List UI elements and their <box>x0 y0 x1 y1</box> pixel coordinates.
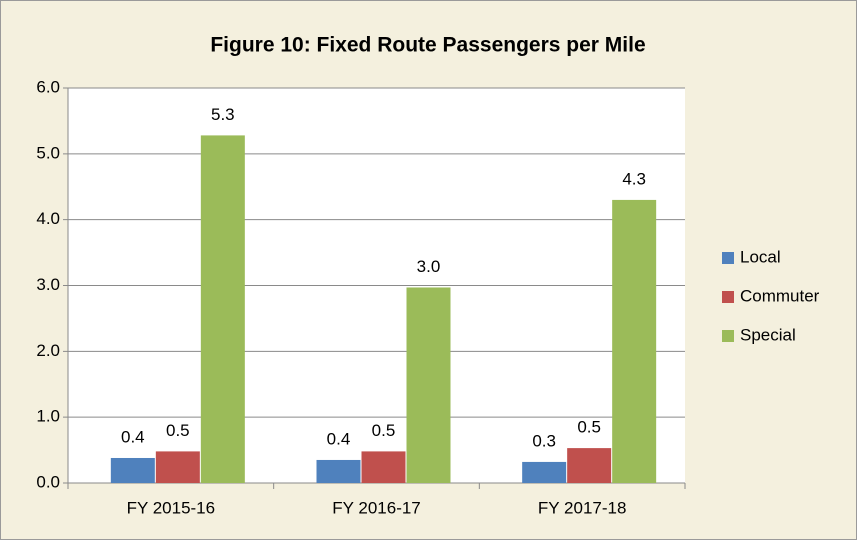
legend-label: Special <box>740 325 796 344</box>
bar <box>612 199 657 483</box>
data-label: 0.5 <box>372 421 396 440</box>
legend-swatch <box>722 291 734 303</box>
x-tick-label: FY 2017-18 <box>538 498 627 517</box>
data-label: 0.5 <box>577 418 601 437</box>
data-label: 0.5 <box>166 421 190 440</box>
bar <box>406 287 451 483</box>
bar <box>316 459 361 483</box>
y-tick-label: 1.0 <box>36 407 60 426</box>
y-tick-label: 4.0 <box>36 209 60 228</box>
bar <box>567 448 612 483</box>
bar <box>155 451 200 483</box>
data-label: 0.3 <box>532 431 556 450</box>
x-tick-label: FY 2015-16 <box>127 498 216 517</box>
chart-title: Figure 10: Fixed Route Passengers per Mi… <box>210 34 645 57</box>
legend-label: Local <box>740 247 781 266</box>
legend-label: Commuter <box>740 286 820 305</box>
bar <box>200 135 245 483</box>
y-tick-label: 0.0 <box>36 472 60 491</box>
y-tick-label: 6.0 <box>36 77 60 96</box>
y-tick-label: 3.0 <box>36 275 60 294</box>
y-tick-label: 5.0 <box>36 143 60 162</box>
bar <box>110 457 155 483</box>
data-label: 5.3 <box>211 105 235 124</box>
bar <box>522 461 567 483</box>
bar <box>361 451 406 483</box>
data-label: 3.0 <box>417 257 441 276</box>
y-tick-label: 2.0 <box>36 341 60 360</box>
data-label: 0.4 <box>121 427 145 446</box>
x-tick-label: FY 2016-17 <box>332 498 421 517</box>
legend-swatch <box>722 330 734 342</box>
legend-swatch <box>722 252 734 264</box>
data-label: 0.4 <box>327 429 351 448</box>
data-label: 4.3 <box>622 169 646 188</box>
